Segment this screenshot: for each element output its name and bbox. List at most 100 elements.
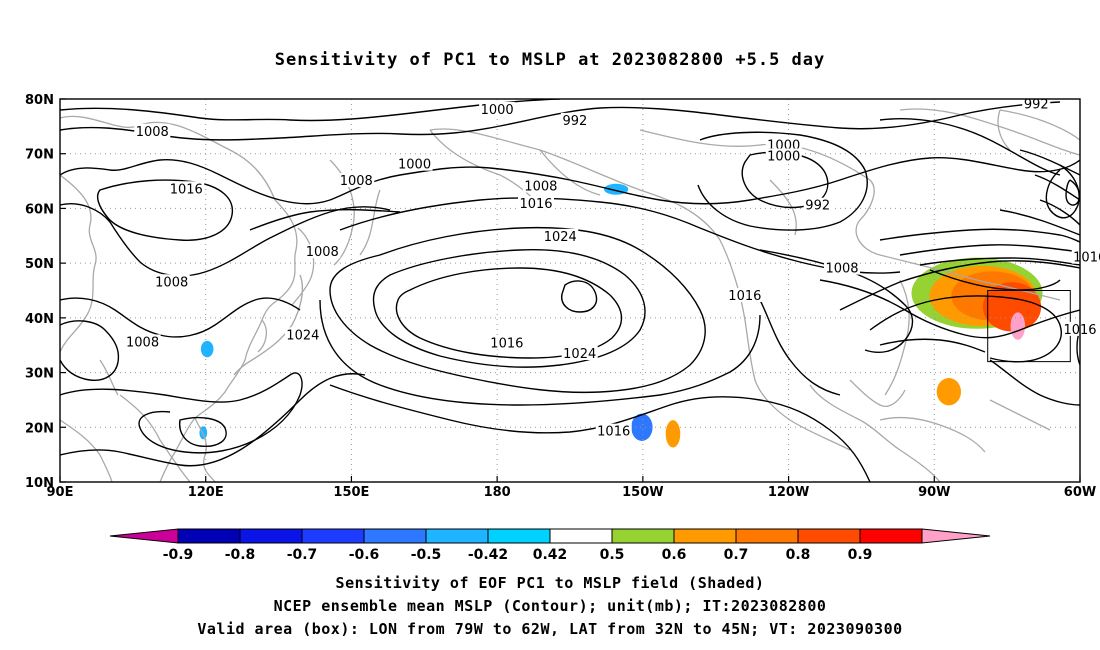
sensitivity-shade-16: [985, 416, 994, 428]
footer-line-3: Valid area (box): LON from 79W to 62W, L…: [197, 620, 903, 638]
plot-frame: [59, 98, 1081, 483]
gridlines: [60, 99, 1081, 482]
contour-label: 1000: [767, 149, 800, 164]
y-tick-label: 80N: [25, 93, 54, 108]
y-tick-label: 20N: [25, 421, 54, 436]
sensitivity-shade-6: [665, 420, 681, 448]
y-tick-label: 50N: [25, 257, 54, 272]
sensitivity-shade-15: [936, 378, 961, 406]
contour-label: 1016: [597, 425, 630, 440]
contour-label: 1000: [481, 103, 514, 118]
footer-line-1: Sensitivity of EOF PC1 to MSLP field (Sh…: [335, 574, 765, 592]
contour-label: 1016: [170, 182, 203, 197]
contour-label-bg: [338, 173, 375, 188]
colorbar-level-label: 0.9: [848, 547, 873, 563]
x-tick-label: 180: [484, 485, 511, 500]
colorbar-level-label: 0.42: [533, 547, 568, 563]
contour-label-bg: [1071, 249, 1100, 264]
colorbar-box: [239, 528, 303, 544]
contour-label-bg: [561, 345, 598, 360]
axes: 90E 120E 150E 180 150W 120W 90W 60W 10N 20N 30N 40N…: [25, 93, 1096, 500]
colorbar-box: [797, 528, 861, 544]
contour-label: 1008: [825, 262, 858, 277]
contour-label-bg: [124, 334, 161, 349]
y-tick-label: 60N: [25, 202, 54, 217]
contour-label-bg: [726, 287, 763, 302]
contour-label: 1024: [286, 328, 319, 343]
x-tick-label: 120W: [768, 485, 809, 500]
sensitivity-shade-12: [982, 282, 1042, 332]
contour-label-bg: [479, 101, 516, 116]
mslp-contours: [60, 99, 1080, 482]
colorbar-box: [735, 528, 799, 544]
contour-label: 1008: [136, 125, 169, 140]
contour-label: 1016: [519, 197, 552, 212]
y-tick-label: 70N: [25, 148, 54, 163]
contour-label: 1024: [563, 347, 596, 362]
sensitivity-shade-5: [631, 413, 653, 441]
contour-label-bg: [518, 196, 554, 211]
x-tick-label: 90W: [918, 485, 950, 500]
contour-label: 1008: [126, 335, 159, 350]
colorbar-box: [177, 528, 241, 544]
contour-label-bg: [134, 123, 171, 138]
contour-label-bg: [803, 197, 832, 212]
contour-label-bg: [765, 137, 802, 152]
colorbar-box: [611, 528, 675, 544]
contour-label-bg: [284, 327, 321, 342]
contour-label-bg: [824, 260, 860, 275]
contour-label: 1024: [544, 230, 577, 245]
colorbar-level-label: -0.8: [225, 547, 256, 563]
colorbar-level-label: 0.8: [786, 547, 811, 563]
contour-label-bg: [595, 423, 632, 438]
contour-label: 1016: [728, 289, 761, 304]
x-tick-label: 150E: [333, 485, 369, 500]
colorbar-box: [859, 528, 923, 544]
contour-label-bg: [488, 335, 525, 350]
contour-label-bg: [522, 178, 559, 193]
contour-label: 992: [1024, 97, 1049, 112]
sensitivity-shade-2: [200, 340, 214, 358]
colorbar-box: [487, 528, 551, 544]
contour-label: 992: [562, 114, 587, 129]
colorbar-box: [549, 528, 613, 544]
colorbar-level-label: 0.5: [600, 547, 625, 563]
colorbar-level-label: 0.6: [662, 547, 687, 563]
colorbar-level-label: -0.7: [287, 547, 318, 563]
colorbar-box: [425, 528, 489, 544]
contour-label: 1008: [340, 174, 373, 189]
colorbar-level-label: -0.6: [349, 547, 380, 563]
x-tick-label: 120E: [188, 485, 224, 500]
colorbar-level-label: 0.7: [724, 547, 749, 563]
x-tick-label: 60W: [1064, 485, 1096, 500]
footer-line-2: NCEP ensemble mean MSLP (Contour); unit(…: [273, 597, 827, 615]
colorbar-high-arrow: [921, 528, 991, 544]
colorbar-level-label: -0.42: [468, 547, 508, 563]
contour-label: 1016: [490, 337, 523, 352]
colorbar-level-label: -0.5: [411, 547, 442, 563]
colorbar-low-arrow: [109, 528, 179, 544]
colorbar-level-label: -0.9: [163, 547, 194, 563]
y-tick-label: 30N: [25, 367, 54, 382]
colorbar-box: [301, 528, 365, 544]
colorbar-box: [673, 528, 737, 544]
x-tick-label: 90E: [47, 485, 74, 500]
contour-label-bg: [153, 274, 190, 289]
contour-label-bg: [396, 156, 433, 171]
contour-label-bg: [560, 112, 589, 127]
colorbar-box: [363, 528, 427, 544]
contour-label-bg: [304, 244, 341, 259]
contour-label-bg: [168, 181, 205, 196]
chart-title: Sensitivity of PC1 to MSLP at 2023082800…: [274, 50, 826, 70]
contour-label-bg: [1022, 96, 1051, 111]
contour-label: 992: [805, 199, 830, 214]
contour-label: 1008: [524, 180, 557, 195]
contour-label: 1000: [398, 158, 431, 173]
contour-label-bg: [542, 228, 579, 243]
y-tick-label: 40N: [25, 312, 54, 327]
sensitivity-shade-4: [298, 357, 313, 369]
contour-label: 1008: [155, 275, 188, 290]
